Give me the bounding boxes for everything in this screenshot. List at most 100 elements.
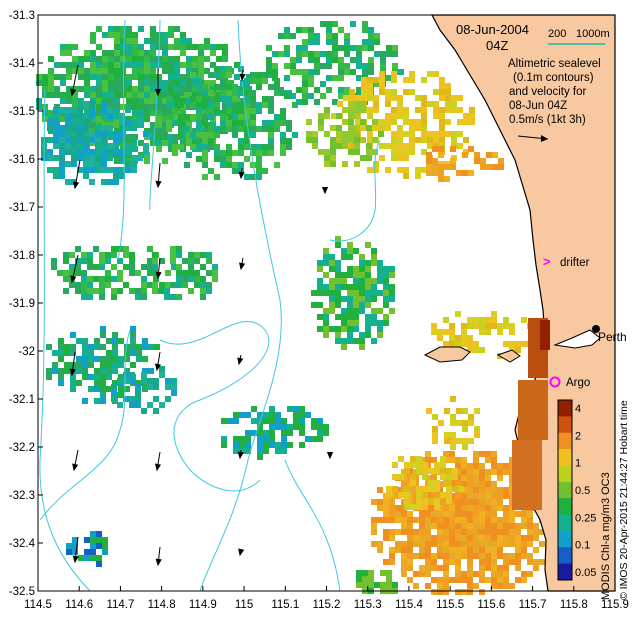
chl-pixel [317, 424, 323, 430]
chl-pixel [244, 156, 250, 162]
chl-pixel [359, 296, 365, 302]
chl-pixel [503, 493, 509, 499]
chl-pixel [457, 131, 463, 137]
chl-pixel [83, 101, 89, 107]
chl-pixel [431, 589, 437, 595]
chl-pixel [457, 107, 463, 113]
chl-pixel [95, 131, 101, 137]
chl-pixel [306, 137, 312, 143]
chl-pixel [353, 338, 359, 344]
chl-pixel [78, 555, 84, 561]
chl-pixel [268, 126, 274, 132]
chl-pixel [269, 406, 275, 412]
chl-pixel [407, 565, 413, 571]
chl-pixel [404, 462, 410, 468]
chl-pixel [533, 523, 539, 529]
chl-pixel [449, 523, 455, 529]
chl-pixel [336, 143, 342, 149]
chl-pixel [112, 344, 118, 350]
chl-pixel [356, 63, 362, 69]
chl-pixel [377, 326, 383, 332]
chl-pixel [437, 517, 443, 523]
chl-pixel [222, 56, 228, 62]
chl-pixel [431, 553, 437, 559]
chl-pixel [324, 131, 330, 137]
chl-pixel [111, 264, 117, 270]
velocity-arrow-head [326, 451, 334, 460]
chl-pixel [245, 442, 251, 448]
chl-pixel [323, 248, 329, 254]
chl-pixel [81, 288, 87, 294]
chl-pixel [70, 344, 76, 350]
chl-pixel [280, 150, 286, 156]
chl-pixel [469, 119, 475, 125]
chl-pixel [226, 108, 232, 114]
chl-pixel [256, 108, 262, 114]
chl-pixel [266, 57, 272, 63]
chl-pixel [119, 125, 125, 131]
chl-pixel [467, 469, 473, 475]
chl-pixel [356, 57, 362, 63]
chl-pixel [371, 499, 377, 505]
chl-pixel [332, 39, 338, 45]
chl-pixel [174, 56, 180, 62]
chl-pixel [262, 120, 268, 126]
chl-pixel [150, 44, 156, 50]
chl-pixel [479, 565, 485, 571]
chl-pixel [278, 51, 284, 57]
chl-pixel [349, 143, 355, 149]
chl-pixel [341, 248, 347, 254]
chl-pixel [275, 418, 281, 424]
chl-pixel [226, 156, 232, 162]
chl-pixel [485, 577, 491, 583]
scale-bar-left-label: 200 [548, 28, 566, 40]
chl-pixel [106, 374, 112, 380]
chl-pixel [113, 107, 119, 113]
chl-pixel [118, 362, 124, 368]
chl-pixel [150, 86, 156, 92]
chl-pixel [120, 56, 126, 62]
chl-pixel [244, 84, 250, 90]
chl-pixel [521, 571, 527, 577]
chl-pixel [527, 571, 533, 577]
chl-pixel [359, 338, 365, 344]
chl-pixel [102, 86, 108, 92]
chl-pixel [361, 83, 367, 89]
chl-pixel [126, 86, 132, 92]
chl-pixel [386, 45, 392, 51]
chl-pixel [184, 162, 190, 168]
chl-pixel [36, 98, 42, 104]
chl-pixel [96, 68, 102, 74]
chl-pixel [281, 448, 287, 454]
chl-pixel [368, 39, 374, 45]
chl-pixel [83, 131, 89, 137]
chl-pixel [449, 457, 455, 463]
chl-pixel [153, 396, 159, 402]
chl-pixel [302, 93, 308, 99]
chl-pixel [107, 155, 113, 161]
chl-pixel [66, 92, 72, 98]
chl-pixel [467, 529, 473, 535]
chl-pixel [503, 535, 509, 541]
chl-pixel [479, 535, 485, 541]
chl-pixel [407, 547, 413, 553]
chl-pixel [90, 62, 96, 68]
chl-pixel [112, 356, 118, 362]
chl-pixel [348, 149, 354, 155]
chl-pixel [99, 258, 105, 264]
chl-pixel [378, 131, 384, 137]
chl-pixel [461, 481, 467, 487]
chl-pixel [66, 543, 72, 549]
chl-pixel [226, 126, 232, 132]
chl-pixel [433, 71, 439, 77]
chl-pixel [100, 380, 106, 386]
chl-pixel [413, 535, 419, 541]
chl-pixel [102, 68, 108, 74]
chl-pixel [112, 332, 118, 338]
chl-pixel [308, 33, 314, 39]
chl-pixel [461, 335, 467, 341]
chl-pixel [432, 170, 438, 176]
chl-pixel [66, 68, 72, 74]
chl-pixel [117, 288, 123, 294]
chl-pixel [83, 161, 89, 167]
